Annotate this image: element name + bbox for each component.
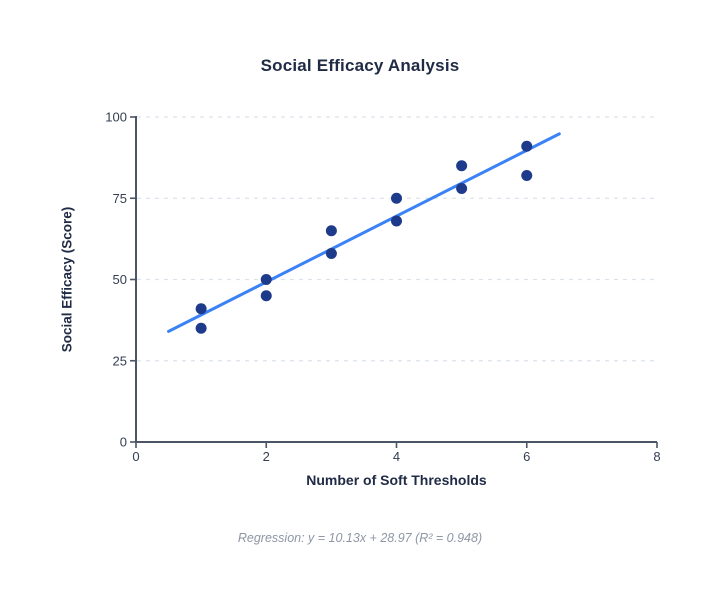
data-point[interactable] bbox=[521, 140, 533, 152]
x-axis-title: Number of Soft Thresholds bbox=[306, 472, 487, 488]
data-point[interactable] bbox=[391, 192, 402, 204]
y-tick-label: 0 bbox=[120, 435, 127, 450]
x-tick-label: 2 bbox=[263, 449, 270, 464]
y-tick-label: 75 bbox=[113, 191, 127, 206]
x-tick-label: 8 bbox=[653, 449, 660, 464]
data-point[interactable] bbox=[195, 303, 207, 315]
y-tick-label: 50 bbox=[113, 272, 127, 287]
regression-line bbox=[167, 132, 561, 333]
data-point[interactable] bbox=[325, 225, 337, 237]
data-point[interactable] bbox=[456, 183, 468, 194]
data-point[interactable] bbox=[195, 322, 207, 334]
y-tick-label: 100 bbox=[105, 110, 127, 125]
y-tick-label: 25 bbox=[113, 353, 127, 368]
data-point[interactable] bbox=[391, 215, 402, 227]
x-tick-label: 6 bbox=[523, 449, 530, 464]
x-tick-label: 0 bbox=[132, 449, 139, 464]
x-tick-label: 4 bbox=[393, 449, 400, 464]
chart-title: Social Efficacy Analysis bbox=[260, 56, 460, 75]
y-axis-title: Social Efficacy (Score) bbox=[59, 206, 75, 353]
data-point[interactable] bbox=[260, 290, 272, 302]
regression-caption: Regression: y = 10.13x + 28.97 (R² = 0.9… bbox=[237, 531, 483, 545]
data-point[interactable] bbox=[521, 170, 533, 181]
data-point[interactable] bbox=[456, 160, 468, 172]
data-point[interactable] bbox=[260, 274, 272, 285]
data-point[interactable] bbox=[325, 248, 337, 259]
